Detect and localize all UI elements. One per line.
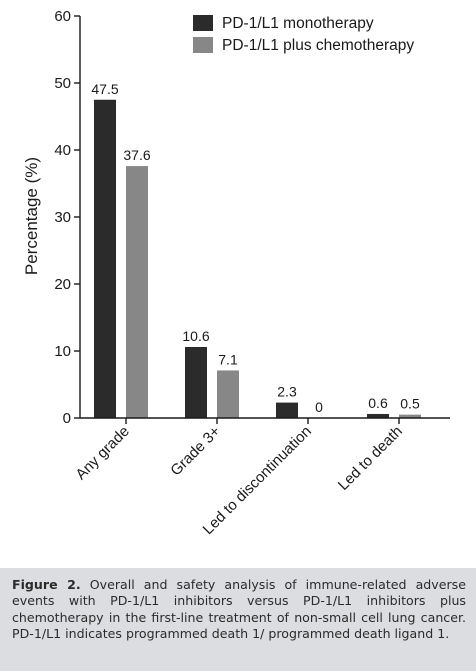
figure-caption-box: Figure 2. Overall and safety analysis of… <box>0 568 476 671</box>
figure-caption: Figure 2. Overall and safety analysis of… <box>12 577 466 643</box>
value-labels-group: 47.5 10.6 2.3 0.6 37.6 7.1 0 0.5 <box>91 81 420 415</box>
y-axis-title: Percentage (%) <box>22 157 41 275</box>
value-label: 0.6 <box>368 395 388 411</box>
value-label: 37.6 <box>123 147 150 163</box>
caption-label: Figure 2. <box>12 577 81 592</box>
y-tick-label: 20 <box>54 276 71 293</box>
value-label: 0 <box>315 399 323 415</box>
y-tick-label: 40 <box>54 142 71 159</box>
bar-monotherapy-0 <box>94 99 116 418</box>
bar-monotherapy-1 <box>185 346 207 418</box>
y-axis: 0 10 20 30 40 50 60 <box>54 8 81 427</box>
value-label: 47.5 <box>91 81 118 97</box>
x-tick-label: Any grade <box>72 423 132 483</box>
legend-label: PD-1/L1 monotherapy <box>222 15 374 32</box>
y-tick-label: 30 <box>54 209 71 226</box>
bar-monotherapy-2 <box>276 402 298 418</box>
x-axis: Any grade Grade 3+Led to discontinuation L… <box>72 417 450 538</box>
legend-swatch <box>193 37 213 53</box>
caption-text: Overall and safety analysis of immune-re… <box>12 577 466 642</box>
y-tick-label: 60 <box>54 8 71 25</box>
chart-legend: PD-1/L1 monotherapy PD-1/L1 plus chemothe… <box>193 15 414 54</box>
value-label: 7.1 <box>218 351 238 367</box>
bars-group <box>94 99 421 418</box>
bar-chemotherapy-1 <box>217 370 239 418</box>
bar-chemotherapy-3 <box>399 414 421 418</box>
value-label: 2.3 <box>277 384 297 400</box>
legend-label: PD-1/L1 plus chemotherapy <box>222 37 414 54</box>
y-tick-label: 10 <box>54 343 71 360</box>
bar-chemotherapy-0 <box>126 166 148 418</box>
value-label: 10.6 <box>182 328 209 344</box>
value-label: 0.5 <box>400 396 420 412</box>
y-tick-label: 0 <box>63 410 71 427</box>
y-tick-label: 50 <box>54 75 71 92</box>
bar-monotherapy-3 <box>367 413 389 418</box>
x-tick-label: Grade 3+ <box>167 423 224 480</box>
x-tick-label: Led to death <box>335 423 406 494</box>
legend-swatch <box>193 15 213 31</box>
bar-chart: PD-1/L1 monotherapy PD-1/L1 plus chemothe… <box>22 8 450 538</box>
